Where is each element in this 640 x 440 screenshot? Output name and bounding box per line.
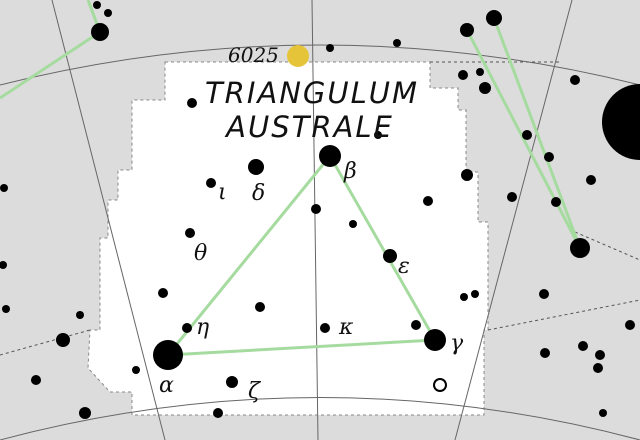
line-neighbor-4 <box>492 17 582 249</box>
line-beta-gamma <box>328 155 437 341</box>
star-catalog-6025 <box>287 45 309 67</box>
constellation-name-line1: TRIANGULUM <box>205 76 419 110</box>
star-theta <box>185 228 195 238</box>
label-zeta: ζ <box>248 379 262 404</box>
star-gamma <box>424 329 446 351</box>
star-kappa <box>320 323 330 333</box>
label-eta: η <box>196 315 209 340</box>
line-gamma-alpha <box>167 338 436 357</box>
ra-line-right <box>454 0 573 440</box>
label-iota: ι <box>218 180 227 205</box>
star-hollow <box>433 378 447 392</box>
line-neighbor-1 <box>0 30 101 100</box>
ra-line-center <box>311 0 319 440</box>
constellation-name-line2: AUSTRALE <box>224 110 394 144</box>
label-delta: δ <box>252 181 265 206</box>
stars <box>0 1 640 419</box>
label-beta: β <box>343 159 357 184</box>
star-iota <box>206 178 216 188</box>
catalog-label-6025: 6025 <box>228 43 279 67</box>
ra-line-left <box>51 0 166 440</box>
label-kappa: κ <box>338 315 354 340</box>
label-epsilon: ε <box>398 254 410 279</box>
star-zeta <box>226 376 238 388</box>
line-neighbor-3 <box>465 29 582 249</box>
label-alpha: α <box>159 373 174 398</box>
figure-lines <box>0 0 582 357</box>
line-alpha-beta <box>166 155 332 356</box>
star-alpha <box>153 340 183 370</box>
boundary-lines <box>0 61 640 356</box>
label-gamma: γ <box>450 331 464 356</box>
star-delta <box>248 159 264 175</box>
star-epsilon <box>383 249 397 263</box>
declination-arc-top <box>0 44 640 86</box>
label-theta: θ <box>194 241 207 266</box>
star-eta <box>182 323 192 333</box>
declination-arc-bottom <box>0 397 640 440</box>
star-beta <box>319 145 341 167</box>
